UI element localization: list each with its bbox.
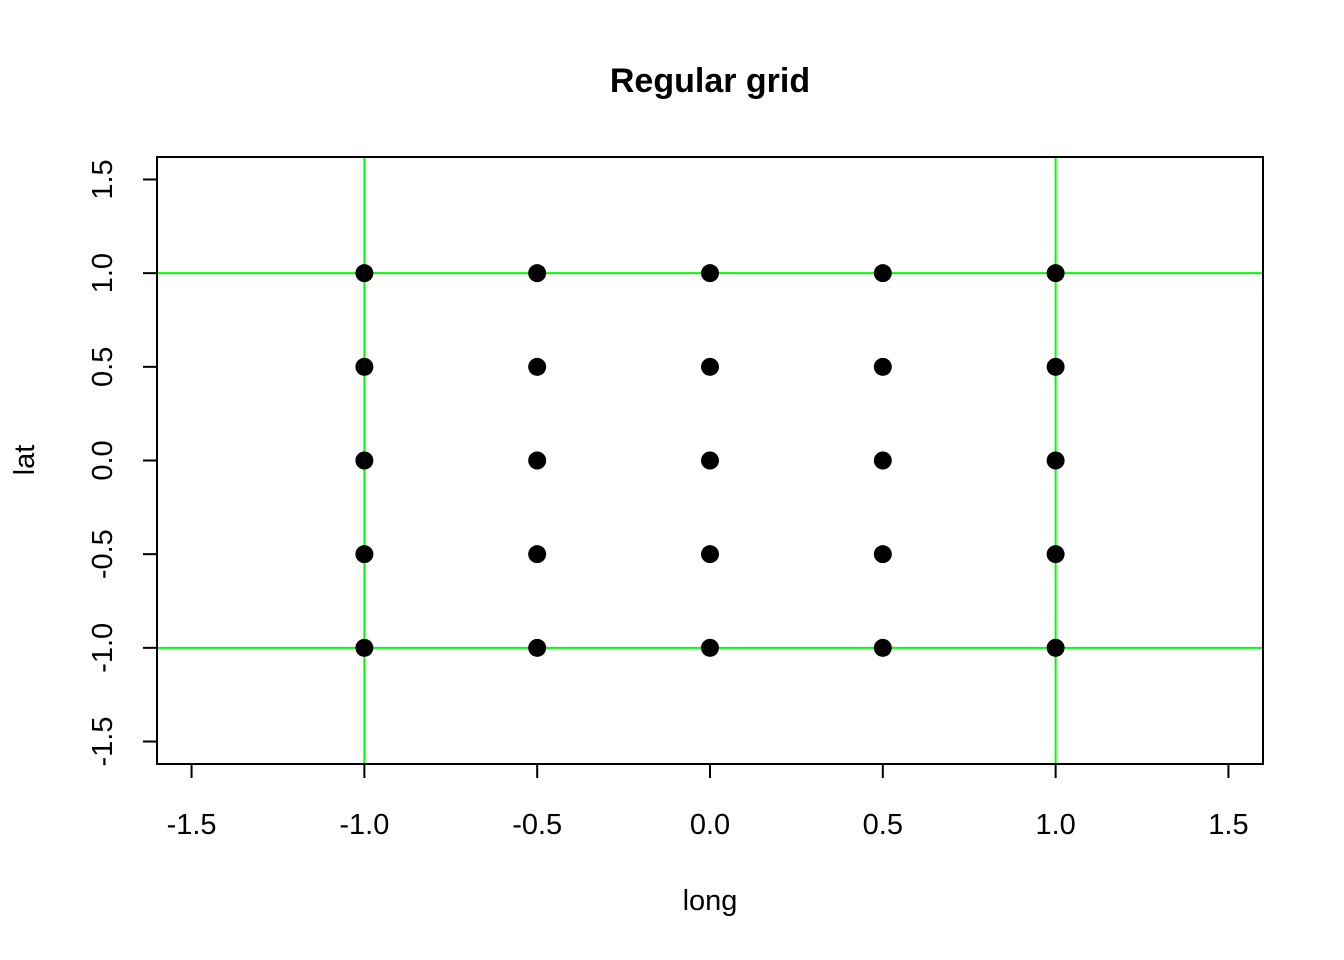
- x-tick-label: 1.5: [1208, 809, 1248, 841]
- data-point: [701, 638, 719, 657]
- data-point: [701, 357, 719, 376]
- y-tick-label: 1.0: [87, 253, 119, 293]
- data-points: [355, 264, 1065, 657]
- data-point: [1046, 451, 1065, 470]
- y-tick-label: 0.0: [87, 440, 119, 480]
- data-point: [873, 264, 892, 283]
- data-point: [1046, 264, 1065, 283]
- data-point: [355, 451, 374, 470]
- data-point: [1046, 545, 1065, 564]
- x-tick-label: 0.5: [863, 809, 903, 841]
- data-point: [355, 357, 374, 376]
- data-point: [701, 545, 719, 564]
- x-axis: -1.5 -1.0 -0.5 0.0 0.5 1.0 1.5: [167, 763, 1249, 841]
- data-point: [701, 451, 719, 470]
- x-tick-label: -1.0: [339, 809, 389, 841]
- data-point: [528, 451, 547, 470]
- x-axis-label: long: [683, 885, 738, 917]
- x-tick-label: -0.5: [512, 809, 562, 841]
- data-point: [873, 638, 892, 657]
- y-tick-label: -1.0: [87, 623, 119, 673]
- x-tick-label: 1.0: [1035, 809, 1075, 841]
- data-point: [873, 451, 892, 470]
- data-point: [355, 638, 374, 657]
- x-tick-label: 0.0: [690, 809, 730, 841]
- data-point: [528, 545, 547, 564]
- x-tick-label: -1.5: [167, 809, 217, 841]
- y-tick-label: 1.5: [87, 159, 119, 199]
- data-point: [701, 264, 719, 283]
- data-point: [873, 545, 892, 564]
- data-point: [873, 357, 892, 376]
- y-tick-label: -1.5: [87, 717, 119, 767]
- data-point: [1046, 357, 1065, 376]
- data-point: [355, 264, 374, 283]
- y-tick-label: 0.5: [87, 347, 119, 387]
- y-axis-label: lat: [9, 445, 41, 476]
- data-point: [1046, 638, 1065, 657]
- data-point: [355, 545, 374, 564]
- data-point: [528, 264, 547, 283]
- y-tick-label: -0.5: [87, 529, 119, 579]
- y-axis: -1.5 -1.0 -0.5 0.0 0.5 1.0 1.5: [87, 159, 158, 767]
- data-point: [528, 357, 547, 376]
- data-point: [528, 638, 547, 657]
- chart-title: Regular grid: [610, 62, 810, 100]
